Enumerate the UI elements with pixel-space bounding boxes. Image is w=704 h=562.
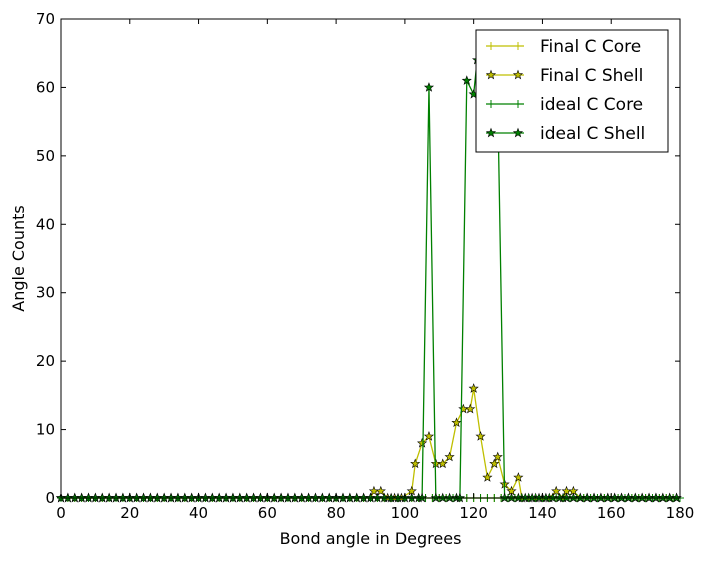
data-point [423, 431, 435, 441]
legend-label: ideal C Core [540, 95, 643, 115]
data-point [492, 451, 503, 462]
ticks-layer: 0 20 40 60 80 100 120 140 160 180 0 10 20 30 40 50 60 70 [36, 10, 694, 522]
y-tick-label: 0 [45, 489, 55, 507]
legend-marker [514, 100, 522, 108]
y-tick-label: 50 [36, 147, 55, 165]
x-tick-label: 180 [666, 504, 695, 522]
data-point [482, 472, 493, 482]
y-axis-label: Angle Counts [9, 205, 28, 311]
data-point [451, 417, 462, 428]
data-point [489, 458, 500, 469]
x-tick-label: 80 [327, 504, 346, 522]
legend-marker [512, 127, 524, 138]
legend-marker [487, 100, 495, 108]
y-tick-label: 20 [36, 352, 55, 370]
data-point [423, 82, 435, 92]
data-point [437, 458, 448, 469]
legend-marker [485, 69, 497, 80]
data-point [416, 437, 428, 448]
x-tick-label: 20 [120, 504, 139, 522]
legend-marker [487, 42, 495, 50]
data-point [551, 485, 562, 496]
x-tick-label: 40 [189, 504, 208, 522]
x-tick-label: 140 [528, 504, 557, 522]
x-tick-label: 120 [459, 504, 488, 522]
data-point [468, 383, 479, 393]
y-tick-label: 60 [36, 78, 55, 96]
legend-marker [512, 69, 524, 80]
data-point [410, 458, 421, 469]
data-point [465, 403, 476, 414]
x-tick-label: 60 [258, 504, 277, 522]
legend-marker [485, 127, 497, 138]
data-point [475, 431, 486, 441]
legend-box [475, 29, 669, 153]
y-tick-label: 30 [36, 284, 55, 302]
legend-label: Final C Shell [540, 66, 643, 86]
y-tick-label: 70 [36, 10, 55, 28]
data-point [461, 75, 472, 85]
legend-label: ideal C Shell [540, 124, 645, 144]
x-tick-label: 160 [597, 504, 626, 522]
legend: Final C Core Final C Shell ideal C Core ide… [475, 29, 669, 153]
legend-label: Final C Core [540, 37, 641, 57]
legend-marker [514, 42, 522, 50]
y-tick-label: 40 [36, 215, 55, 233]
data-point [444, 451, 455, 462]
x-tick-label: 0 [56, 504, 66, 522]
plot-frame [60, 18, 681, 499]
data-point [513, 472, 524, 482]
y-tick-label: 10 [36, 421, 55, 439]
data-point [375, 485, 386, 496]
x-axis-label: Bond angle in Degrees [280, 529, 462, 548]
x-tick-label: 100 [391, 504, 420, 522]
